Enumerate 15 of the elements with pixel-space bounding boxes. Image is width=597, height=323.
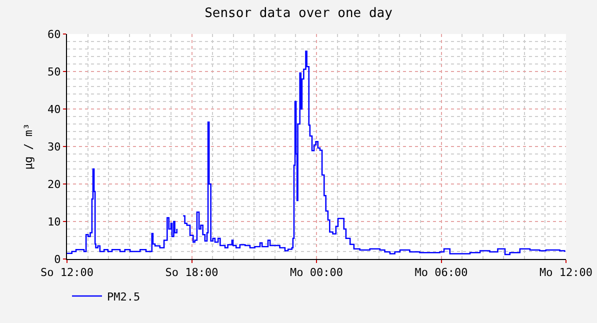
y-tick-label: 40	[48, 102, 61, 116]
chart-title: Sensor data over one day	[204, 6, 393, 22]
y-axis-title: µg / m³	[22, 123, 36, 170]
y-tick-label: 30	[48, 140, 61, 154]
x-tick-label: Mo 12:00	[540, 266, 592, 280]
y-tick-label: 0	[54, 252, 61, 266]
x-tick-label: Mo 06:00	[414, 266, 468, 280]
y-tick-label: 20	[48, 178, 61, 191]
y-tick-label: 10	[48, 215, 61, 228]
x-tick-label: So 12:00	[40, 266, 94, 280]
x-tick-label: Mo 00:00	[290, 266, 343, 280]
y-tick-label: 60	[48, 28, 61, 41]
legend-label: PM2.5	[107, 290, 140, 304]
x-tick-label: So 18:00	[165, 266, 218, 280]
y-tick-label: 50	[48, 65, 61, 78]
